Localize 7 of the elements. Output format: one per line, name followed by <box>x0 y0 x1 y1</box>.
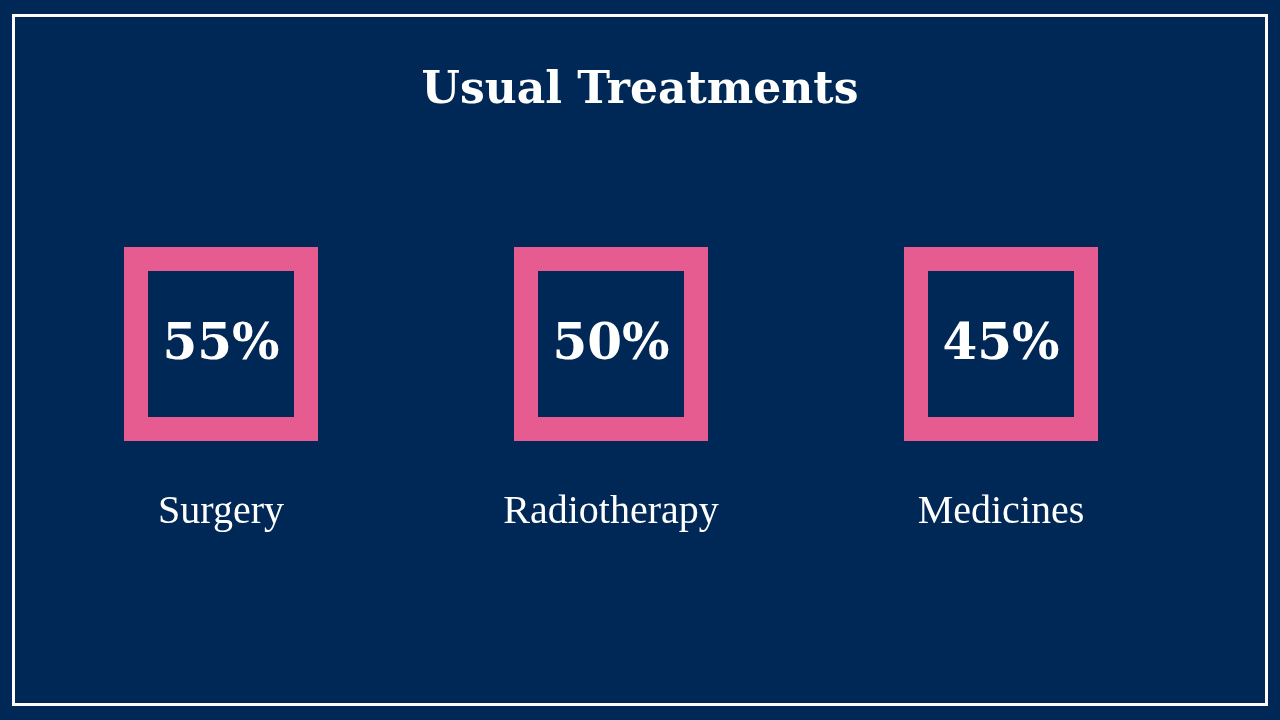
data-label: 55% <box>162 311 280 371</box>
category-label: Medicines <box>917 486 1085 532</box>
category-label: Radiotherapy <box>503 486 719 532</box>
data-label: 45% <box>942 311 1060 371</box>
category-label: Surgery <box>158 486 284 532</box>
text: Usual Treatments <box>421 62 859 114</box>
data-label: 50% <box>552 311 670 371</box>
